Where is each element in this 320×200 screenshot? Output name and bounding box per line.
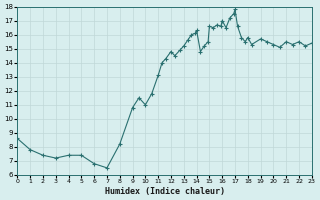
X-axis label: Humidex (Indice chaleur): Humidex (Indice chaleur) (105, 187, 225, 196)
